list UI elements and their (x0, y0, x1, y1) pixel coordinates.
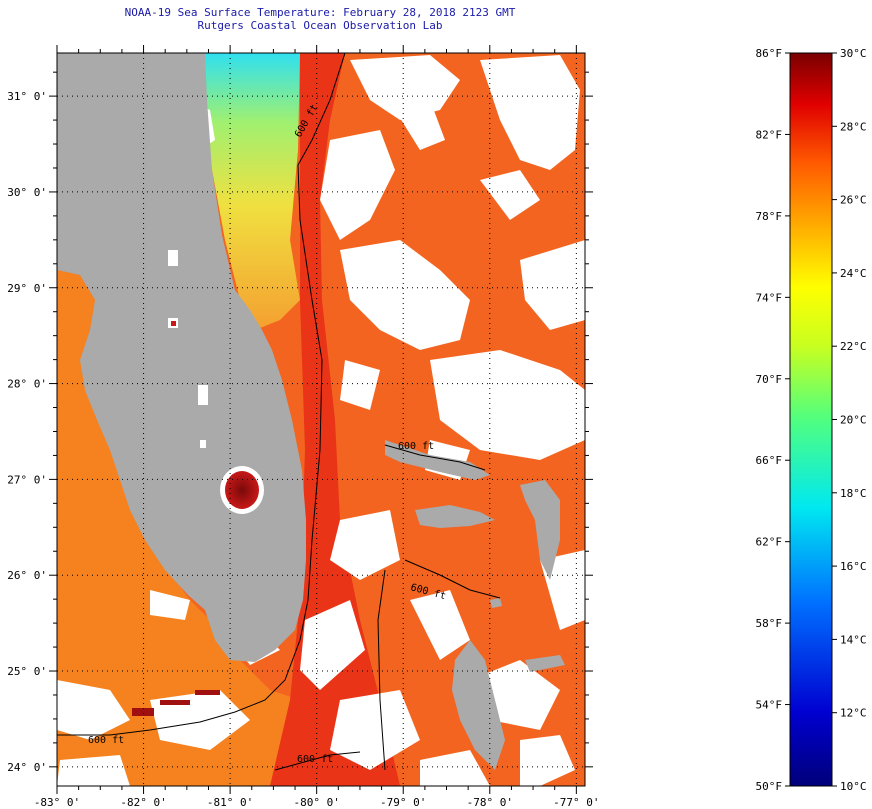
celsius-label: 12°C (840, 707, 867, 720)
fahrenheit-label: 78°F (756, 210, 783, 223)
celsius-label: 28°C (840, 120, 867, 133)
lat-tick-label: 28° 0' (7, 378, 47, 391)
map-title: NOAA-19 Sea Surface Temperature: Februar… (124, 6, 516, 19)
celsius-label: 30°C (840, 47, 867, 60)
lat-tick-label: 25° 0' (7, 665, 47, 678)
celsius-label: 24°C (840, 267, 867, 280)
fahrenheit-label: 74°F (756, 291, 783, 304)
lon-tick-label: -79° 0' (380, 796, 426, 809)
lat-tick-label: 31° 0' (7, 90, 47, 103)
fahrenheit-label: 70°F (756, 373, 783, 386)
contour-label: 600 ft (398, 441, 434, 452)
map-frame (56, 52, 586, 787)
depth-contours (57, 53, 501, 771)
celsius-label: 18°C (840, 487, 867, 500)
lake-okeechobee (225, 471, 259, 509)
graticule (57, 53, 585, 786)
latitude-labels: 31° 0' 30° 0' 29° 0' 28° 0' 27° 0' 26° 0' 25° … (7, 90, 47, 774)
lon-tick-label: -82° 0' (120, 796, 166, 809)
lon-tick-label: -77° 0' (553, 796, 599, 809)
colorbar-ticks (785, 52, 837, 787)
colorbar-celsius-labels: 30°C 28°C 26°C 24°C 22°C 20°C 18°C 16°C 14°C 12°C… (840, 47, 867, 793)
contour-label: 600 ft (297, 754, 333, 765)
celsius-label: 14°C (840, 633, 867, 646)
celsius-label: 22°C (840, 340, 867, 353)
fahrenheit-label: 54°F (756, 699, 783, 712)
fahrenheit-label: 82°F (756, 128, 783, 141)
map-area: 600 ft 600 ft 600 ft 600 ft 600 ft (57, 53, 585, 786)
gulf-water (57, 270, 300, 786)
celsius-label: 10°C (840, 780, 867, 793)
lat-tick-label: 30° 0' (7, 186, 47, 199)
lat-tick-label: 26° 0' (7, 569, 47, 582)
florida-keys (132, 690, 220, 716)
lat-tick-label: 27° 0' (7, 473, 47, 486)
inland-lake (171, 321, 176, 326)
inland-lake (168, 250, 178, 266)
contour-label: 600 ft (88, 735, 124, 746)
celsius-label: 26°C (840, 194, 867, 207)
fahrenheit-label: 62°F (756, 536, 783, 549)
lon-tick-label: -80° 0' (293, 796, 339, 809)
fahrenheit-label: 58°F (756, 617, 783, 630)
inland-lake (200, 440, 206, 448)
map-subtitle: Rutgers Coastal Ocean Observation Lab (197, 19, 443, 32)
lon-tick-label: -83° 0' (34, 796, 80, 809)
celsius-label: 16°C (840, 560, 867, 573)
inland-lake (198, 385, 208, 405)
celsius-label: 20°C (840, 414, 867, 427)
cloud-mask (57, 55, 585, 786)
axis-ticks (49, 45, 593, 794)
bahamas-islands (385, 440, 565, 770)
lat-tick-label: 24° 0' (7, 761, 47, 774)
fahrenheit-label: 86°F (756, 47, 783, 60)
longitude-labels: -83° 0' -82° 0' -81° 0' -80° 0' -79° 0' -78° … (34, 796, 600, 809)
fahrenheit-label: 50°F (756, 780, 783, 793)
colorbar (789, 52, 833, 787)
lon-tick-label: -81° 0' (207, 796, 253, 809)
lon-tick-label: -78° 0' (467, 796, 513, 809)
lat-tick-label: 29° 0' (7, 282, 47, 295)
colorbar-fahrenheit-labels: 86°F 82°F 78°F 74°F 70°F 66°F 62°F 58°F 54°F 50°F (756, 47, 783, 793)
fahrenheit-label: 66°F (756, 454, 783, 467)
